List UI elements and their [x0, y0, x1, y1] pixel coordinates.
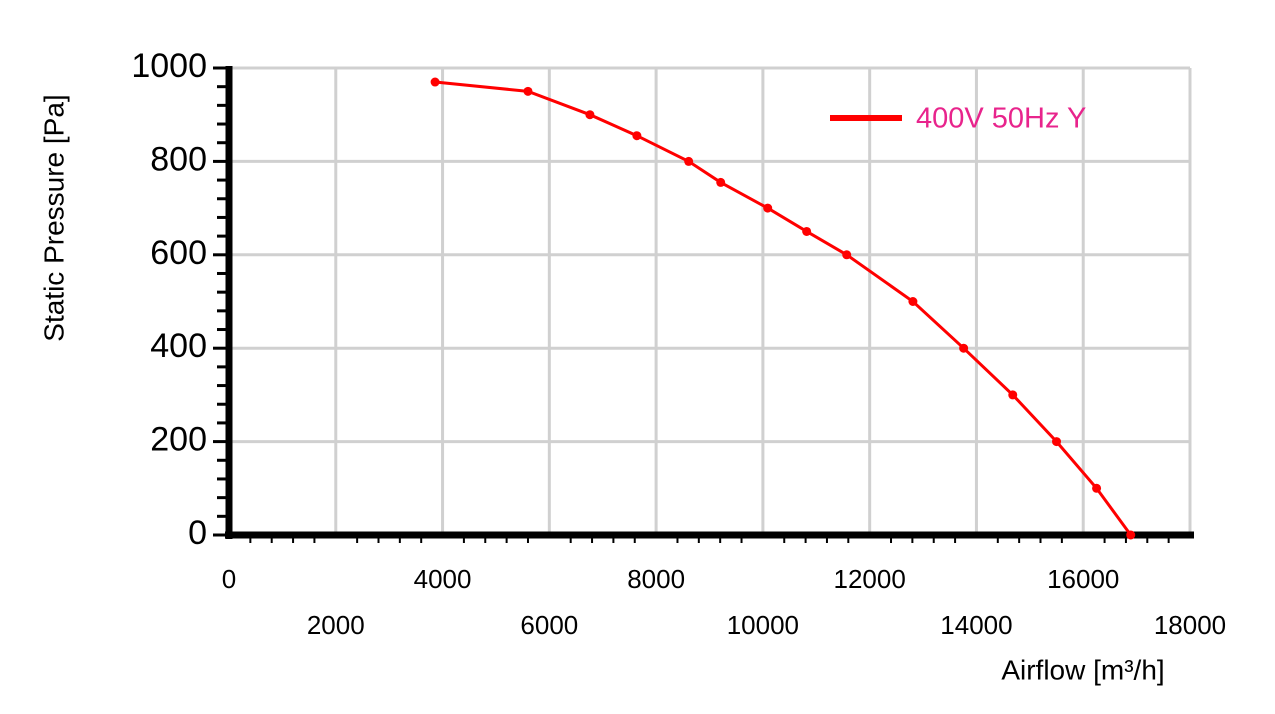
data-point — [908, 297, 918, 306]
data-point — [1092, 483, 1102, 493]
x-tick-label: 14000 — [940, 610, 1012, 640]
data-point — [959, 343, 969, 353]
data-point — [1126, 530, 1136, 540]
x-tick-label: 8000 — [627, 564, 685, 594]
data-point — [632, 131, 642, 141]
x-tick-label: 12000 — [834, 564, 906, 594]
x-tick-label: 18000 — [1154, 610, 1226, 640]
y-tick-label: 400 — [150, 327, 207, 365]
x-tick-label: 2000 — [307, 610, 365, 640]
data-point — [842, 250, 852, 260]
legend-label: 400V 50Hz Y — [916, 103, 1086, 135]
data-point — [684, 156, 694, 166]
y-tick-label: 200 — [150, 421, 207, 459]
x-tick-label: 6000 — [520, 610, 578, 640]
y-axis-label: Static Pressure [Pa] — [38, 94, 69, 341]
x-tick-label: 10000 — [727, 610, 799, 640]
data-point — [430, 77, 440, 87]
data-point — [716, 177, 726, 187]
data-point — [763, 203, 773, 213]
data-point — [585, 110, 595, 120]
x-tick-label: 16000 — [1047, 564, 1119, 594]
data-point — [523, 86, 533, 96]
y-tick-label: 600 — [150, 234, 207, 272]
x-tick-label: 4000 — [414, 564, 472, 594]
y-tick-label: 800 — [150, 140, 207, 178]
data-line — [434, 80, 1132, 536]
x-axis-label: Airflow [m³/h] — [1001, 654, 1164, 685]
x-tick-label: 0 — [222, 564, 236, 594]
data-point — [1052, 437, 1062, 447]
y-tick-label: 1000 — [131, 47, 207, 85]
y-tick-label: 0 — [188, 514, 207, 552]
data-point — [1008, 390, 1018, 400]
data-point — [802, 226, 812, 236]
